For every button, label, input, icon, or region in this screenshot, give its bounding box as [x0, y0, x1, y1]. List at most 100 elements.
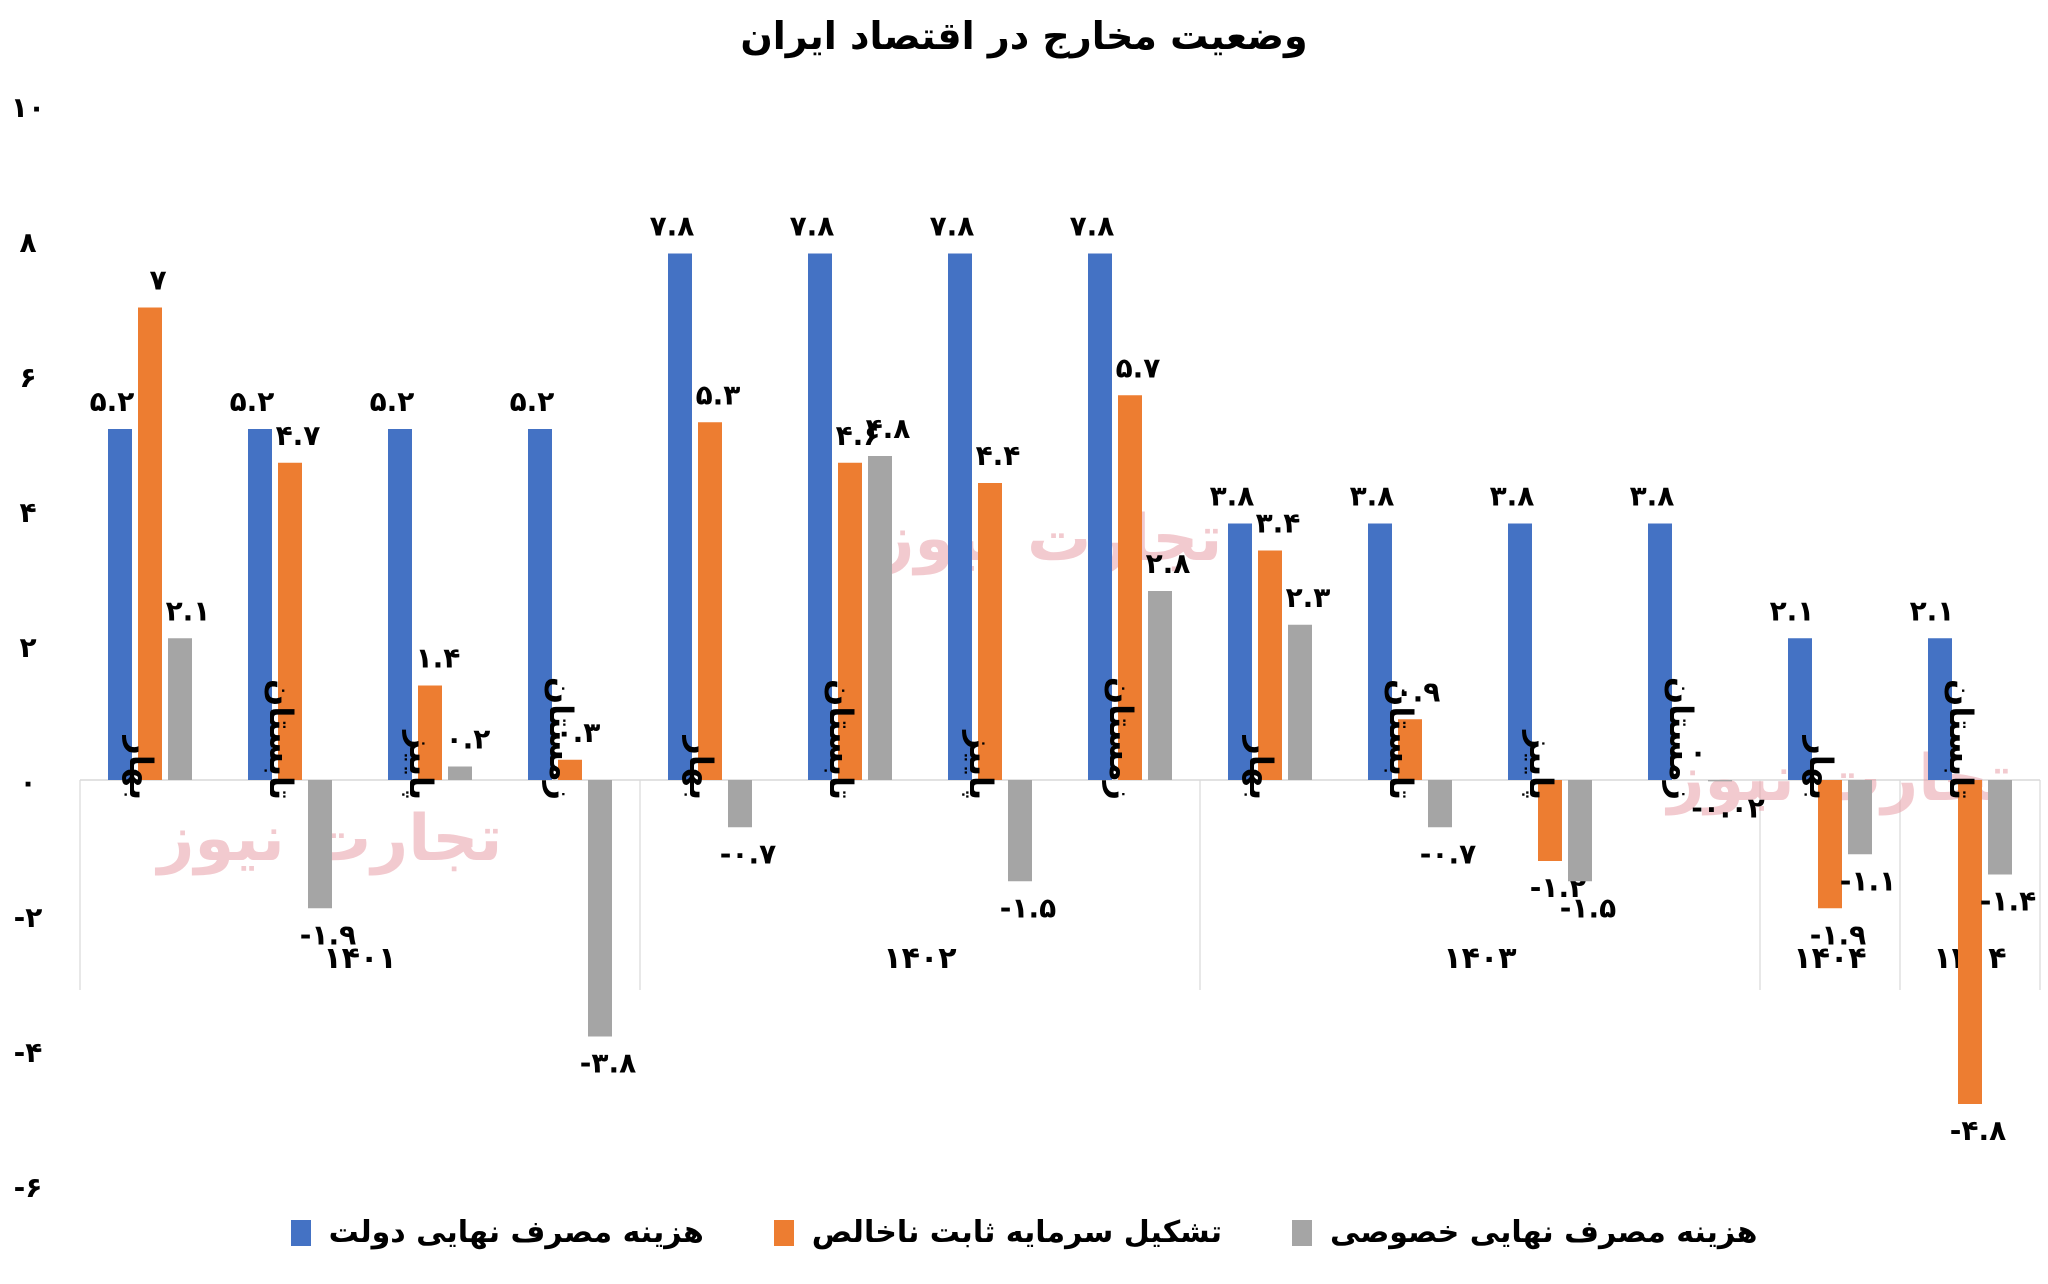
- legend-swatch: [773, 1219, 794, 1246]
- bar-government: [1088, 253, 1112, 780]
- data-label: ۰.۳: [556, 716, 601, 749]
- bar-investment: [1958, 780, 1982, 1104]
- bar-investment: [838, 462, 862, 780]
- bar-private: [448, 766, 472, 780]
- bar-private: [1988, 780, 2012, 875]
- bar-investment: [1258, 550, 1282, 780]
- bar-government: [1368, 523, 1392, 780]
- season-label: زمستان: [542, 677, 580, 800]
- data-label: ۳.۸: [1630, 480, 1675, 513]
- bar-investment: [1398, 719, 1422, 780]
- bar-private: [1288, 624, 1312, 780]
- bar-private: [1848, 780, 1872, 855]
- watermark-text: تجارت نیوز: [875, 502, 1223, 576]
- bar-government: [1788, 638, 1812, 780]
- legend-item-private: هزینه مصرف نهایی خصوصی: [1291, 1215, 1758, 1250]
- year-group-label: ۱۴۰۳: [1443, 941, 1516, 976]
- season-label: بهار: [1242, 734, 1280, 800]
- season-label: تابستان: [822, 679, 860, 800]
- data-label: -۰.۷: [720, 837, 776, 870]
- chart-title: وضعیت مخارج در اقتصاد ایران: [740, 14, 1308, 58]
- data-label: -۱.۹: [1810, 918, 1866, 951]
- legend: هزینه مصرف نهایی دولت تشکیل سرمایه ثابت ن…: [0, 1215, 2048, 1250]
- bar-private: [1568, 780, 1592, 882]
- season-label: تابستان: [1942, 679, 1980, 800]
- legend-swatch: [1291, 1219, 1312, 1246]
- bar-private: [1148, 591, 1172, 780]
- legend-label: هزینه مصرف نهایی خصوصی: [1329, 1215, 1758, 1250]
- season-label: بهار: [1802, 734, 1840, 800]
- data-label: -۰.۷: [1420, 837, 1476, 870]
- season-label: زمستان: [1662, 677, 1700, 800]
- bar-investment: [278, 462, 302, 780]
- bar-investment: [418, 685, 442, 780]
- y-tick-label: ۱۰: [11, 91, 45, 124]
- data-label: ۰.۹: [1396, 675, 1441, 708]
- bar-private: [588, 780, 612, 1037]
- data-label: ۵.۲: [510, 385, 555, 418]
- data-label: ۵.۲: [90, 385, 135, 418]
- data-label: ۳.۴: [1256, 507, 1301, 540]
- y-tick-label: ۴: [19, 496, 36, 529]
- bar-government: [1648, 523, 1672, 780]
- bar-government: [808, 253, 832, 780]
- data-label: ۵.۲: [370, 385, 415, 418]
- bar-investment: [558, 759, 582, 780]
- data-label: ۳.۸: [1210, 480, 1255, 513]
- data-label: ۲.۱: [1770, 594, 1815, 627]
- data-label: ۳.۸: [1490, 480, 1535, 513]
- y-tick-label: ۸: [19, 226, 36, 259]
- data-label: -۱.۴: [1980, 885, 2036, 918]
- bar-investment: [698, 422, 722, 780]
- year-group-label: ۱۴۰۲: [883, 941, 956, 976]
- bar-government: [1228, 523, 1252, 780]
- bar-private: [1008, 780, 1032, 882]
- data-label: -۱.۵: [1560, 891, 1616, 924]
- bar-government: [388, 429, 412, 780]
- season-label: پاییز: [1522, 729, 1560, 800]
- year-group-label: ۱۴۰۱: [323, 941, 396, 976]
- bar-investment: [138, 307, 162, 780]
- bar-government: [948, 253, 972, 780]
- bar-government: [528, 429, 552, 780]
- season-label: پاییز: [402, 729, 440, 800]
- data-label: -۰.۰۲: [1691, 791, 1765, 824]
- data-label: -۱.۱: [1840, 864, 1896, 897]
- bar-private: [168, 638, 192, 780]
- bar-government: [108, 429, 132, 780]
- data-label: ۲.۳: [1286, 581, 1331, 614]
- data-label: ۰.۲: [446, 723, 491, 756]
- data-label: ۱.۴: [416, 642, 461, 675]
- legend-item-government: هزینه مصرف نهایی دولت: [290, 1215, 704, 1250]
- data-label: ۰: [1689, 736, 1706, 769]
- data-label: ۳.۸: [1350, 480, 1395, 513]
- y-tick-label: ۲: [19, 631, 36, 664]
- data-label: ۴.۷: [276, 419, 321, 452]
- season-label: تابستان: [1382, 679, 1420, 800]
- season-label: پاییز: [962, 729, 1000, 800]
- data-label: ۷.۸: [650, 210, 695, 243]
- bar-investment: [978, 483, 1002, 780]
- bar-government: [1508, 523, 1532, 780]
- bar-investment: [1118, 395, 1142, 780]
- legend-label: تشکیل سرمایه ثابت ناخالص: [811, 1215, 1222, 1250]
- bar-government: [668, 253, 692, 780]
- y-tick-label: -۶: [14, 1171, 43, 1204]
- y-tick-label: -۲: [14, 901, 43, 934]
- bar-government: [1928, 638, 1952, 780]
- data-label: ۵.۳: [696, 378, 741, 411]
- data-label: ۷: [149, 264, 166, 297]
- bar-investment: [1538, 780, 1562, 861]
- season-label: زمستان: [1102, 677, 1140, 800]
- season-label: بهار: [682, 734, 720, 800]
- data-label: ۴.۶: [836, 419, 881, 452]
- bar-private: [308, 780, 332, 909]
- season-label: بهار: [122, 734, 160, 800]
- data-label: ۵.۷: [1116, 351, 1161, 384]
- data-label: -۳.۸: [580, 1047, 636, 1080]
- data-label: ۲.۱: [1910, 594, 1955, 627]
- bar-private: [1708, 780, 1732, 782]
- data-label: -۱.۹: [300, 918, 356, 951]
